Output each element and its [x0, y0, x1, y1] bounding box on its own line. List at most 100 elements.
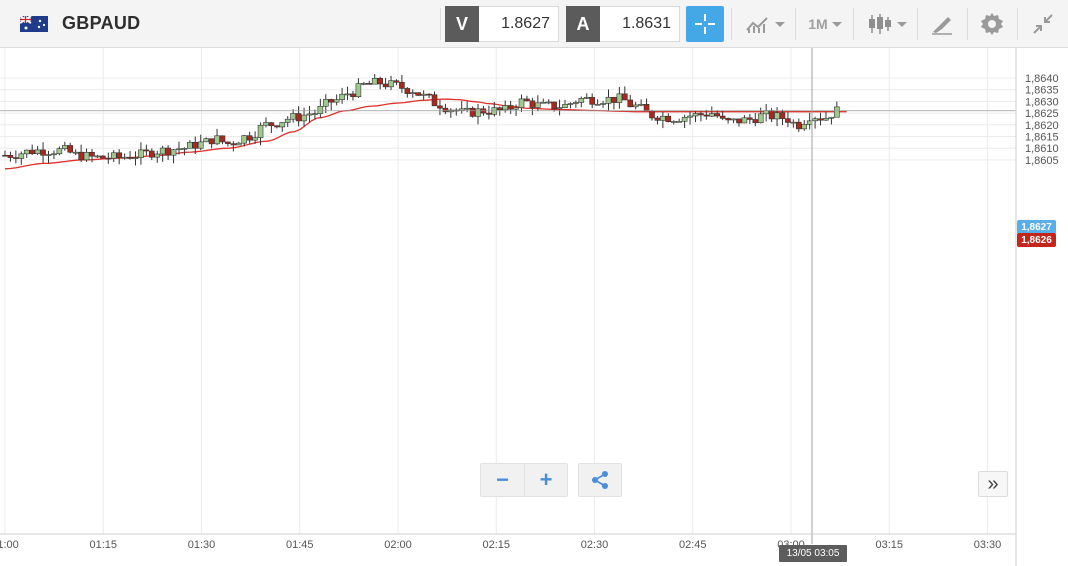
chart-type-button[interactable] — [740, 6, 790, 42]
candle-up — [834, 106, 840, 118]
candles — [2, 74, 840, 166]
candle-up — [730, 118, 737, 121]
candle-down — [643, 103, 650, 112]
candle-up — [660, 115, 666, 121]
x-tick-label: 02:15 — [482, 539, 510, 551]
y-tick-label: 1,8605 — [1025, 155, 1059, 167]
candle-up — [600, 103, 606, 105]
candle-down — [13, 157, 19, 159]
candle-down — [127, 156, 133, 159]
candle-up — [741, 117, 748, 124]
candle-down — [714, 113, 721, 117]
candle-up — [290, 113, 296, 120]
candle-up — [828, 116, 835, 119]
candle-down — [442, 107, 449, 113]
candle-down — [486, 112, 492, 115]
y-tick-label: 1,8640 — [1025, 73, 1059, 85]
candle-up — [301, 114, 307, 122]
candle-up — [51, 153, 57, 156]
candle-up — [801, 123, 808, 130]
candle-up — [605, 96, 612, 104]
collapse-button[interactable] — [1024, 6, 1062, 42]
candle-up — [138, 149, 144, 158]
y-tick-label: 1,8615 — [1025, 132, 1059, 144]
candlestick-button[interactable] — [862, 6, 912, 42]
draw-tool-button[interactable] — [922, 6, 962, 42]
candle-down — [148, 150, 155, 158]
candle-down — [208, 138, 215, 145]
candle-up — [692, 113, 699, 117]
zoom-in-button[interactable]: + — [524, 464, 567, 496]
timeframe-label: 1M — [808, 16, 828, 32]
candle-down — [116, 152, 122, 158]
x-tick-label: 01:30 — [188, 539, 216, 551]
crosshair-button[interactable] — [686, 6, 724, 42]
x-tick-label: 02:30 — [581, 539, 609, 551]
candle-up — [110, 152, 117, 159]
y-tick-label: 1,8610 — [1025, 143, 1059, 155]
candle-up — [790, 121, 797, 124]
gb-au-flag-icon — [20, 16, 48, 32]
candle-up — [774, 112, 780, 120]
candle-up — [312, 113, 318, 115]
share-button[interactable] — [578, 463, 622, 497]
candle-up — [687, 115, 693, 118]
candle-down — [654, 117, 661, 121]
candle-down — [665, 115, 672, 123]
candle-down — [399, 81, 405, 89]
candle-up — [94, 155, 101, 158]
candle-up — [83, 151, 90, 161]
candle-down — [507, 105, 514, 110]
candle-down — [415, 92, 422, 96]
candle-down — [589, 97, 595, 105]
candle-up — [676, 121, 682, 123]
zoom-out-button[interactable]: − — [496, 467, 509, 492]
candle-down — [40, 149, 46, 156]
candle-up — [344, 93, 351, 96]
candle-up — [241, 135, 248, 144]
candle-up — [502, 105, 508, 111]
settings-button[interactable] — [972, 6, 1012, 42]
candle-down — [295, 113, 302, 122]
candle-up — [513, 107, 519, 110]
candle-up — [578, 98, 585, 103]
candle-down — [431, 94, 438, 107]
candle-up — [45, 154, 52, 156]
candle-down — [496, 107, 503, 111]
price-chart[interactable]: 1,86401,86351,86301,86251,86201,86151,86… — [0, 48, 1068, 566]
candle-up — [475, 108, 481, 117]
candle-down — [817, 118, 824, 121]
candle-down — [725, 118, 731, 121]
candle-up — [757, 113, 764, 124]
candle-up — [72, 151, 79, 154]
y-tick-label: 1,8630 — [1025, 96, 1059, 108]
candle-up — [339, 93, 345, 101]
candle-down — [795, 121, 802, 130]
sell-price-button[interactable]: V 1.8627 — [445, 6, 559, 42]
candle-up — [823, 118, 829, 121]
candle-up — [214, 135, 220, 145]
candle-down — [611, 96, 617, 103]
candle-up — [420, 93, 427, 96]
toolbar-separator — [917, 8, 918, 40]
candlestick-icon — [869, 14, 891, 34]
cursor-time-label: 13/05 03:05 — [779, 545, 847, 562]
candle-down — [100, 155, 106, 159]
candle-up — [176, 148, 182, 151]
candle-up — [806, 120, 813, 125]
candle-up — [355, 83, 362, 97]
x-tick-label: 01:15 — [89, 539, 117, 551]
chart-axes: 1,86401,86351,86301,86251,86201,86151,86… — [0, 48, 1059, 566]
candle-up — [284, 118, 291, 123]
buy-price-button[interactable]: A 1.8631 — [566, 6, 680, 42]
toolbar-separator — [1017, 8, 1018, 40]
candle-up — [279, 122, 286, 128]
ask-price-tag: 1,8627 — [1017, 220, 1056, 234]
x-tick-label: 02:45 — [679, 539, 707, 551]
candle-up — [594, 103, 601, 106]
candle-up — [638, 103, 644, 106]
sell-price: 1.8627 — [479, 6, 559, 42]
candle-up — [371, 77, 378, 85]
timeframe-button[interactable]: 1M — [802, 6, 848, 42]
scroll-to-latest-button[interactable]: » — [978, 471, 1008, 497]
